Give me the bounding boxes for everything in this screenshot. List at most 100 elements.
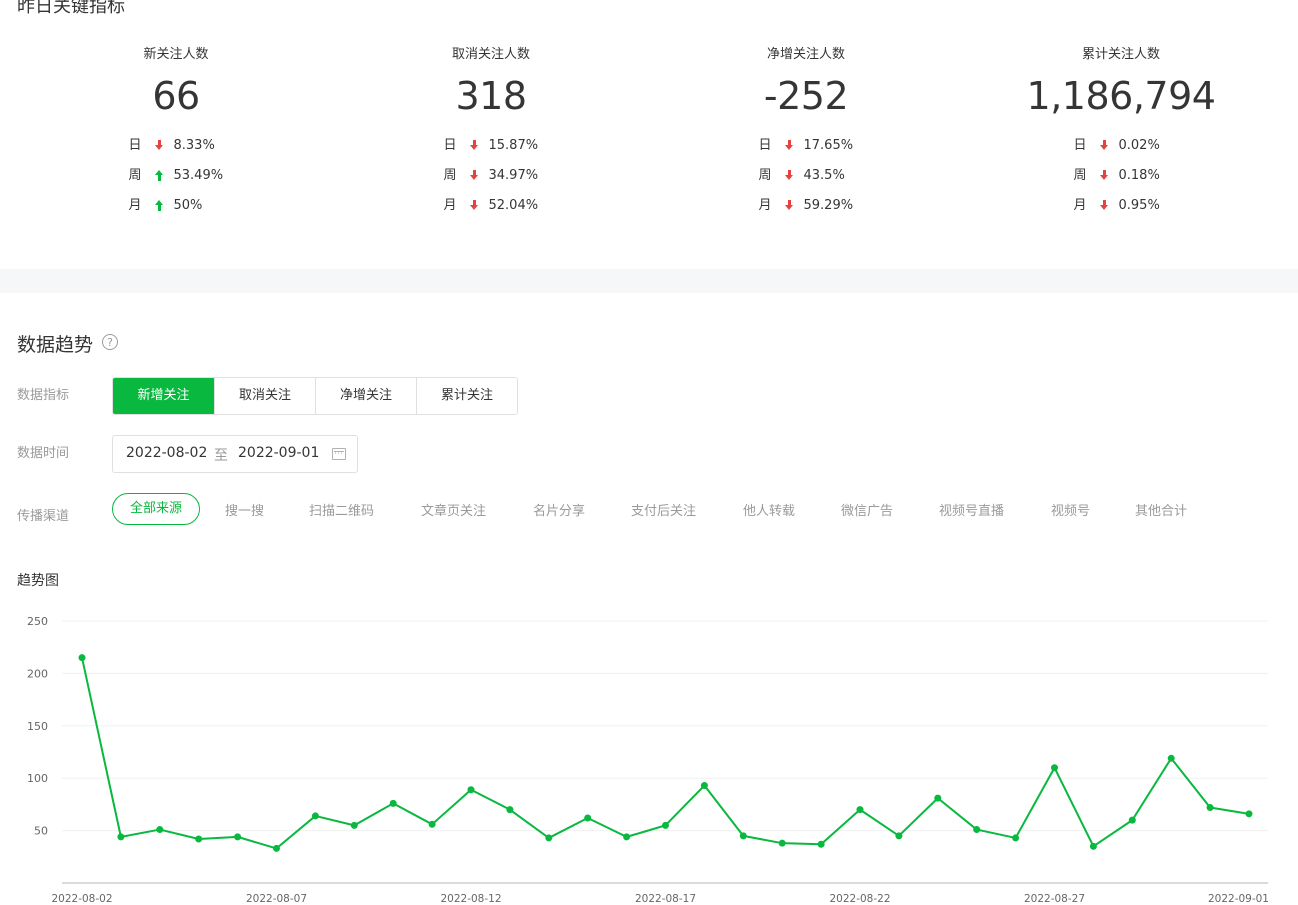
arrow-down-icon bbox=[1099, 170, 1110, 182]
data-point[interactable] bbox=[1245, 810, 1253, 818]
data-point[interactable] bbox=[700, 782, 708, 790]
channel-channels-live[interactable]: 视频号直播 bbox=[939, 504, 1005, 519]
x-tick-label: 2022-09-01 bbox=[1208, 893, 1269, 905]
arrow-down-icon bbox=[469, 200, 480, 212]
data-point[interactable] bbox=[117, 833, 125, 841]
tab-unfollow[interactable]: 取消关注 bbox=[214, 378, 315, 414]
channel-other-total[interactable]: 其他合计 bbox=[1135, 504, 1188, 519]
comparison-value: 43.5% bbox=[803, 168, 845, 183]
data-point[interactable] bbox=[778, 839, 786, 847]
data-point[interactable] bbox=[739, 832, 747, 840]
comparison-value: 50% bbox=[173, 198, 203, 213]
comparison-row: 周 43.5% bbox=[656, 161, 956, 191]
y-tick-label: 200 bbox=[27, 667, 48, 680]
data-point[interactable] bbox=[1089, 842, 1097, 850]
channel-channels[interactable]: 视频号 bbox=[1051, 504, 1091, 519]
date-range-picker[interactable]: 2022-08-02 至 2022-09-01 bbox=[112, 435, 358, 473]
data-point[interactable] bbox=[506, 806, 514, 814]
channel-qr-scan[interactable]: 扫描二维码 bbox=[309, 504, 375, 519]
comparison-period: 日 bbox=[443, 138, 457, 153]
time-row-label: 数据时间 bbox=[17, 446, 70, 461]
comparison-period: 月 bbox=[128, 198, 142, 213]
arrow-down-icon bbox=[784, 170, 795, 182]
data-point[interactable] bbox=[350, 821, 358, 829]
tab-net-follow[interactable]: 净增关注 bbox=[315, 378, 416, 414]
data-point[interactable] bbox=[234, 833, 242, 841]
metric-value: 66 bbox=[152, 74, 200, 118]
help-icon[interactable]: ? bbox=[102, 334, 118, 350]
channel-search[interactable]: 搜一搜 bbox=[225, 504, 265, 519]
x-tick-label: 2022-08-27 bbox=[1024, 893, 1085, 905]
metric-label: 净增关注人数 bbox=[766, 47, 845, 62]
metric-value: 318 bbox=[455, 74, 527, 118]
data-point[interactable] bbox=[273, 844, 280, 852]
date-to: 2022-09-01 bbox=[238, 445, 320, 461]
comparison-row: 日 0.02% bbox=[971, 131, 1271, 161]
data-point[interactable] bbox=[973, 826, 981, 834]
comparison-value: 0.95% bbox=[1118, 198, 1160, 213]
data-point[interactable] bbox=[545, 834, 553, 842]
arrow-down-icon bbox=[1099, 200, 1110, 212]
key-metrics-title: 昨日关键指标 bbox=[17, 0, 125, 17]
comparison-period: 日 bbox=[758, 138, 772, 153]
data-point[interactable] bbox=[817, 840, 825, 848]
data-point[interactable] bbox=[428, 820, 436, 828]
metric-card: 累计关注人数 1,186,794 日 0.02% 周 0.18% 月 0.95% bbox=[971, 45, 1271, 221]
data-point[interactable] bbox=[1128, 816, 1136, 824]
date-from: 2022-08-02 bbox=[126, 445, 208, 461]
section-divider bbox=[0, 269, 1298, 293]
metric-value: 1,186,794 bbox=[1026, 74, 1216, 118]
data-point[interactable] bbox=[467, 786, 475, 794]
data-point[interactable] bbox=[1051, 764, 1058, 772]
arrow-down-icon bbox=[784, 200, 795, 212]
y-tick-label: 150 bbox=[27, 720, 48, 733]
chart-title: 趋势图 bbox=[17, 573, 59, 589]
tab-total-follow[interactable]: 累计关注 bbox=[416, 378, 517, 414]
calendar-icon[interactable] bbox=[332, 448, 346, 460]
data-point[interactable] bbox=[1012, 834, 1020, 842]
comparison-value: 0.02% bbox=[1118, 138, 1160, 153]
data-point[interactable] bbox=[78, 654, 86, 662]
comparison-period: 周 bbox=[758, 168, 772, 183]
data-point[interactable] bbox=[1206, 804, 1214, 812]
metric-card: 净增关注人数 -252 日 17.65% 周 43.5% 月 59.29% bbox=[656, 45, 956, 221]
metric-value: -252 bbox=[763, 74, 849, 118]
channel-all-sources[interactable]: 全部来源 bbox=[112, 493, 200, 525]
channel-article-page[interactable]: 文章页关注 bbox=[421, 504, 487, 519]
x-tick-label: 2022-08-22 bbox=[829, 893, 890, 905]
data-point[interactable] bbox=[662, 821, 669, 829]
data-point[interactable] bbox=[311, 812, 319, 820]
comparison-row: 日 17.65% bbox=[656, 131, 956, 161]
comparison-period: 月 bbox=[758, 198, 772, 213]
arrow-up-icon bbox=[154, 200, 165, 212]
channel-after-payment[interactable]: 支付后关注 bbox=[631, 504, 697, 519]
comparison-row: 日 8.33% bbox=[26, 131, 326, 161]
arrow-down-icon bbox=[154, 140, 165, 152]
data-point[interactable] bbox=[623, 833, 631, 841]
comparison-value: 15.87% bbox=[488, 138, 539, 153]
tab-new-follow[interactable]: 新增关注 bbox=[113, 378, 214, 414]
channel-reposts[interactable]: 他人转载 bbox=[743, 504, 796, 519]
comparison-value: 0.18% bbox=[1118, 168, 1160, 183]
channel-card-share[interactable]: 名片分享 bbox=[533, 504, 586, 519]
y-tick-label: 50 bbox=[34, 825, 48, 838]
data-point[interactable] bbox=[895, 832, 903, 840]
comparison-row: 月 52.04% bbox=[341, 191, 641, 221]
data-point[interactable] bbox=[584, 814, 592, 822]
y-tick-label: 100 bbox=[27, 772, 48, 785]
comparison-row: 周 53.49% bbox=[26, 161, 326, 191]
data-point[interactable] bbox=[1167, 754, 1175, 762]
channel-wechat-ads[interactable]: 微信广告 bbox=[841, 504, 894, 519]
data-point[interactable] bbox=[156, 826, 164, 834]
data-point[interactable] bbox=[389, 799, 397, 807]
metric-label: 新关注人数 bbox=[143, 47, 209, 62]
arrow-down-icon bbox=[469, 170, 480, 182]
data-point[interactable] bbox=[195, 835, 203, 843]
comparison-value: 52.04% bbox=[488, 198, 539, 213]
series-line bbox=[81, 657, 1250, 850]
data-point[interactable] bbox=[856, 806, 864, 814]
comparison-value: 34.97% bbox=[488, 168, 539, 183]
data-point[interactable] bbox=[934, 794, 942, 802]
comparison-value: 8.33% bbox=[173, 138, 215, 153]
x-tick-label: 2022-08-12 bbox=[440, 893, 501, 905]
